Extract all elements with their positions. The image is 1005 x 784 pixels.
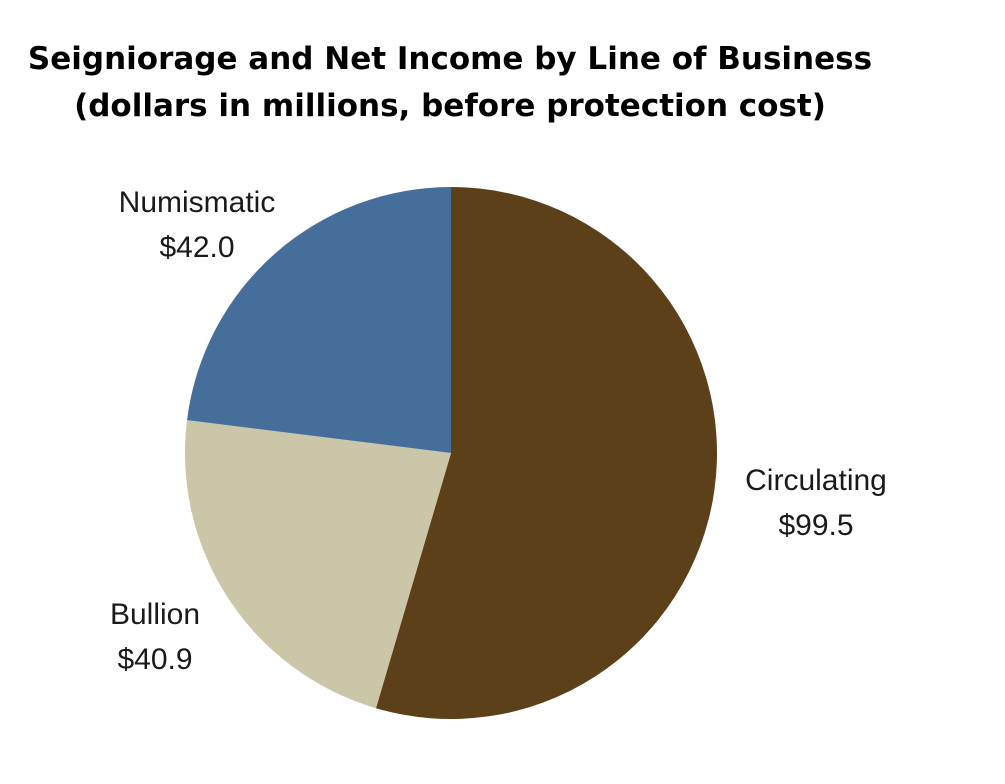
pie-slice-numismatic	[187, 187, 452, 453]
slice-name-numismatic: Numismatic	[118, 186, 276, 219]
slice-value-bullion: $40.9	[117, 643, 193, 676]
pie-slice-circulating	[375, 187, 718, 719]
slice-value-circulating: $99.5	[778, 509, 854, 542]
chart-subtitle: (dollars in millions, before protection …	[74, 87, 826, 124]
slice-name-bullion: Bullion	[109, 598, 201, 631]
slice-value-numismatic: $42.0	[159, 231, 235, 264]
slice-name-circulating: Circulating	[745, 464, 887, 497]
pie-slice-bullion	[184, 420, 451, 709]
slice-label-bullion: Bullion $40.9	[55, 592, 255, 682]
chart-title-block: Seigniorage and Net Income by Line of Bu…	[0, 36, 900, 129]
slice-label-numismatic: Numismatic $42.0	[97, 180, 297, 270]
slice-label-circulating: Circulating $99.5	[716, 458, 916, 548]
chart-title: Seigniorage and Net Income by Line of Bu…	[27, 41, 873, 77]
